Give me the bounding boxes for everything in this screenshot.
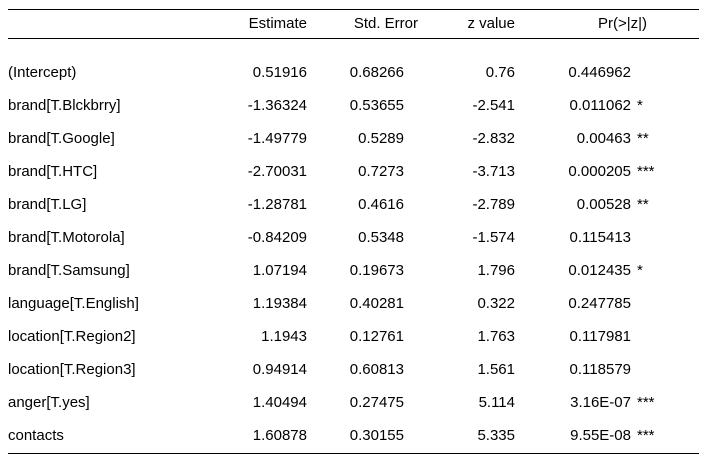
estimate-value: 1.07194: [252, 261, 307, 279]
significance-stars: *: [637, 96, 643, 114]
z-value: -2.789: [472, 195, 515, 213]
term-label: contacts: [8, 426, 64, 444]
estimate-value: 0.94914: [252, 360, 307, 378]
z-value: -1.574: [472, 228, 515, 246]
term-label: brand[T.Samsung]: [8, 261, 130, 279]
table-row: language[T.English] 1.19384 0.40281 0.32…: [8, 288, 699, 321]
significance-stars: *: [637, 261, 643, 279]
std-error-value: 0.60813: [349, 360, 404, 378]
table-row: anger[T.yes] 1.40494 0.27475 5.114 3.16E…: [8, 387, 699, 420]
term-label: brand[T.Google]: [8, 129, 115, 147]
z-value: -2.541: [472, 96, 515, 114]
p-value: 0.247785: [568, 294, 631, 312]
term-label: (Intercept): [8, 63, 77, 81]
z-value: 1.561: [477, 360, 515, 378]
table-row: location[T.Region2] 1.1943 0.12761 1.763…: [8, 321, 699, 354]
significance-stars: [631, 288, 699, 321]
estimate-value: 1.19384: [252, 294, 307, 312]
p-value: 0.00463: [576, 129, 631, 147]
significance-stars: ***: [637, 162, 655, 180]
p-value: 0.117981: [569, 327, 631, 345]
std-error-value: 0.27475: [349, 393, 404, 411]
std-error-value: 0.53655: [349, 96, 404, 114]
estimate-value: -1.49779: [247, 129, 307, 147]
significance-stars: [631, 222, 699, 255]
z-value: 0.76: [485, 63, 515, 81]
term-label: anger[T.yes]: [8, 393, 90, 411]
std-error-column-header: Std. Error: [307, 10, 418, 39]
p-value-column-header: Pr(>|z|): [515, 10, 699, 39]
significance-stars: **: [637, 129, 649, 147]
std-error-value: 0.5289: [358, 129, 404, 147]
significance-stars: [631, 354, 699, 387]
table-body: (Intercept) 0.51916 0.68266 0.76 0.44696…: [8, 39, 700, 454]
term-label: brand[T.LG]: [8, 195, 87, 213]
estimate-value: -2.70031: [247, 162, 307, 180]
z-value-column-header-label: z value: [467, 14, 515, 32]
p-value-column-header-label: Pr(>|z|): [597, 14, 648, 32]
estimate-value: 1.60878: [252, 426, 307, 444]
table-row: contacts 1.60878 0.30155 5.335 9.55E-08 …: [8, 420, 699, 454]
z-value: 1.796: [477, 261, 515, 279]
p-value: 0.00528: [576, 195, 631, 213]
table-row: brand[T.Samsung] 1.07194 0.19673 1.796 0…: [8, 255, 699, 288]
significance-stars: ***: [637, 393, 655, 411]
term-label: language[T.English]: [8, 294, 139, 312]
estimate-value: 1.40494: [252, 393, 307, 411]
term-column-header: [8, 10, 223, 39]
term-label: brand[T.Motorola]: [8, 228, 125, 246]
table-row: brand[T.LG] -1.28781 0.4616 -2.789 0.005…: [8, 189, 699, 222]
significance-stars: [631, 321, 699, 354]
z-value-column-header: z value: [404, 10, 515, 39]
estimate-value: -0.84209: [247, 228, 307, 246]
estimate-value: -1.28781: [247, 195, 307, 213]
std-error-value: 0.5348: [358, 228, 404, 246]
estimate-column-header: Estimate: [223, 10, 307, 39]
std-error-value: 0.7273: [358, 162, 404, 180]
std-error-value: 0.12761: [349, 327, 404, 345]
significance-stars: **: [637, 195, 649, 213]
estimate-column-header-label: Estimate: [248, 14, 307, 32]
z-value: -3.713: [472, 162, 515, 180]
table-row: brand[T.Motorola] -0.84209 0.5348 -1.574…: [8, 222, 699, 255]
std-error-value: 0.30155: [349, 426, 404, 444]
estimate-value: 0.51916: [252, 63, 307, 81]
p-value: 0.000205: [568, 162, 631, 180]
p-value: 0.118579: [569, 360, 631, 378]
regression-summary: Estimate Std. Error z value Pr(>|z|) (In…: [8, 9, 700, 454]
std-error-value: 0.19673: [349, 261, 404, 279]
estimate-value: -1.36324: [247, 96, 307, 114]
std-error-value: 0.4616: [358, 195, 404, 213]
term-label: location[T.Region2]: [8, 327, 136, 345]
std-error-column-header-label: Std. Error: [353, 14, 418, 32]
z-value: 1.763: [477, 327, 515, 345]
table-row: brand[T.HTC] -2.70031 0.7273 -3.713 0.00…: [8, 156, 699, 189]
p-value: 0.446962: [568, 63, 631, 81]
p-value: 0.115413: [569, 228, 631, 246]
z-value: 5.335: [477, 426, 515, 444]
term-label: brand[T.HTC]: [8, 162, 98, 180]
coefficients-table: Estimate Std. Error z value Pr(>|z|) (In…: [8, 9, 700, 454]
table-row: (Intercept) 0.51916 0.68266 0.76 0.44696…: [8, 57, 699, 90]
estimate-value: 1.1943: [261, 327, 307, 345]
std-error-value: 0.40281: [349, 294, 404, 312]
z-value: -2.832: [472, 129, 515, 147]
p-value: 0.012435: [568, 261, 631, 279]
table-header-row: Estimate Std. Error z value Pr(>|z|): [8, 9, 700, 39]
table-row: brand[T.Google] -1.49779 0.5289 -2.832 0…: [8, 123, 699, 156]
significance-stars: ***: [637, 426, 655, 444]
z-value: 0.322: [477, 294, 515, 312]
p-value: 0.011062: [569, 96, 631, 114]
table-row: location[T.Region3] 0.94914 0.60813 1.56…: [8, 354, 699, 387]
term-label: location[T.Region3]: [8, 360, 136, 378]
significance-stars: [631, 57, 699, 90]
p-value: 9.55E-08: [570, 426, 631, 444]
std-error-value: 0.68266: [349, 63, 404, 81]
table-row: brand[T.Blckbrry] -1.36324 0.53655 -2.54…: [8, 90, 699, 123]
term-label: brand[T.Blckbrry]: [8, 96, 121, 114]
z-value: 5.114: [478, 393, 515, 411]
p-value: 3.16E-07: [570, 393, 631, 411]
